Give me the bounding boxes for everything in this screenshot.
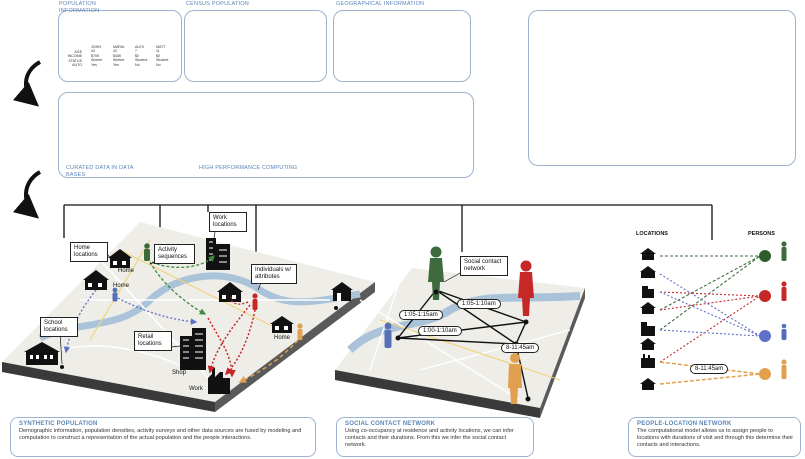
person-age: 42 [113, 49, 117, 54]
person-name: ALEX [135, 45, 145, 49]
person-icon-blue-small [384, 322, 392, 348]
person-icon-blue [781, 323, 787, 340]
place-label-shop: Shop [172, 370, 187, 376]
person-age: 11 [156, 49, 160, 54]
person-income: $70K [91, 53, 100, 58]
school-icon [24, 342, 60, 365]
curated-data-caption: CURATED DATA IN DATA BASES [66, 165, 134, 178]
person-name: JOHN [91, 45, 101, 49]
contact-time-3: 1:00-1:10am [418, 326, 462, 336]
callout-work-locations: Work locations [209, 212, 247, 232]
person-node-green [759, 250, 771, 262]
person-icon-orange [781, 359, 787, 379]
place-label-home-2: Home [113, 283, 130, 289]
shop-building-icon [180, 328, 206, 370]
person-age: 43 [91, 49, 95, 54]
hpc-caption: HIGH PERFORMANCE COMPUTING [199, 165, 298, 171]
person-icon-orange-large [508, 353, 522, 404]
people-location-footer: PEOPLE-LOCATION NETWORK The computationa… [628, 417, 801, 457]
synthetic-footer-body: Demographic information, population dens… [19, 428, 302, 441]
person-column-maria: MARIA 42 $45K Worker Yes [113, 45, 125, 67]
house-icon [270, 316, 294, 333]
person-node-orange [759, 368, 771, 380]
person-auto: Yes [91, 62, 97, 67]
person-icon-orange [297, 323, 303, 340]
person-node-blue [759, 330, 771, 342]
social-footer-body: Using co-occupancy at residence and acti… [345, 428, 514, 448]
person-icon-green-large [428, 246, 444, 300]
place-label-home-1: Home [118, 268, 135, 274]
house-icon [83, 270, 109, 290]
callout-school-locations: School locations [40, 317, 78, 337]
person-icon-red [781, 281, 787, 301]
place-label-home-3: Home [274, 335, 291, 341]
person-auto: No [156, 62, 161, 67]
person-auto: Yes [113, 62, 119, 67]
callout-retail-locations: Retail locations [134, 331, 172, 351]
row-label-status: STATUS [68, 58, 82, 63]
callout-individuals: Individuals w/ attributes [251, 264, 297, 284]
house-icon [108, 249, 132, 268]
person-node-red [759, 290, 771, 302]
synthetic-population-footer: SYNTHETIC POPULATION Demographic informa… [10, 417, 316, 457]
contact-time-1: 1:05-1:15am [399, 310, 443, 320]
social-network-footer: SOCIAL CONTACT NETWORK Using co-occupanc… [336, 417, 534, 457]
person-auto: No [135, 62, 140, 67]
person-icon-red-large [518, 260, 534, 316]
contact-time-2: 1:05-1:10am [457, 299, 501, 309]
person-age: 7 [135, 49, 137, 54]
location-icons [640, 248, 656, 390]
callout-social-contact-network: Social contact network [460, 256, 508, 276]
person-status: Worker [113, 58, 125, 63]
population-info-panel [58, 10, 182, 82]
population-info-caption: POPULATION INFORMATION [59, 1, 100, 14]
person-column-alex: ALEX 7 $0 Student No [135, 45, 147, 67]
callout-activity-sequences: Activity sequences [154, 244, 195, 264]
person-icon-green [781, 241, 787, 261]
callout-home-locations: Home locations [70, 242, 108, 262]
person-icon-blue [112, 287, 118, 302]
world-map-panel [528, 10, 796, 166]
house-icon [217, 282, 243, 302]
plnet-footer-body: The computational model allows us to ass… [637, 428, 794, 448]
flow-arrow-2 [13, 170, 42, 219]
person-status: Student [135, 58, 148, 63]
locations-heading: LOCATIONS [636, 231, 668, 237]
contact-time-4: 8-11:45am [501, 343, 540, 353]
row-label-auto: AUTO [72, 63, 82, 68]
plnet-footer-title: PEOPLE-LOCATION NETWORK [637, 421, 732, 427]
person-income: $0 [156, 53, 160, 58]
geographical-info-caption: GEOGRAPHICAL INFORMATION [336, 1, 425, 7]
person-column-matt: MATT 11 $0 Student No [156, 45, 168, 67]
data-compute-panel [58, 92, 474, 178]
person-name: MARIA [113, 45, 125, 49]
person-column-john: JOHN 43 $70K Worker Yes [91, 45, 103, 67]
flow-arrow-1 [13, 60, 42, 107]
visit-duration-label: 8-11:45am [690, 364, 729, 374]
person-name: MATT [156, 45, 166, 49]
place-label-work: Work [189, 386, 203, 392]
census-population-caption: CENSUS POPULATION [186, 1, 249, 7]
person-icon-red [252, 293, 258, 310]
retail-store-icon [331, 282, 353, 301]
pop-row-labels: AGE INCOME STATUS AUTO [64, 50, 82, 68]
person-income: $45K [113, 53, 122, 58]
person-icon-green [144, 243, 150, 261]
persons-heading: PERSONS [748, 231, 775, 237]
person-status: Student [156, 58, 169, 63]
person-income: $0 [135, 53, 139, 58]
geographical-info-panel [333, 10, 471, 82]
synthetic-footer-title: SYNTHETIC POPULATION [19, 421, 98, 427]
social-footer-title: SOCIAL CONTACT NETWORK [345, 421, 436, 427]
row-label-income: INCOME [67, 54, 82, 59]
census-population-panel [184, 10, 327, 82]
person-status: Worker [91, 58, 103, 63]
tree-lines [63, 204, 713, 262]
row-label-age: AGE [74, 50, 82, 54]
